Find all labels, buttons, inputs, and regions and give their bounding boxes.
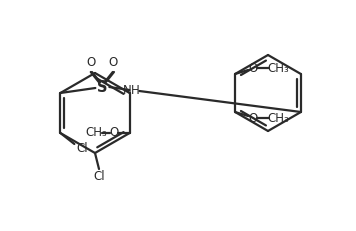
Text: O: O xyxy=(87,57,96,70)
Text: CH₃: CH₃ xyxy=(86,127,108,140)
Text: N: N xyxy=(123,85,132,97)
Text: O: O xyxy=(248,112,258,125)
Text: S: S xyxy=(97,79,108,94)
Text: O: O xyxy=(109,127,118,140)
Text: Cl: Cl xyxy=(77,143,88,155)
Text: O: O xyxy=(248,61,258,75)
Text: O: O xyxy=(109,57,118,70)
Text: CH₃: CH₃ xyxy=(267,112,289,125)
Text: H: H xyxy=(131,85,140,97)
Text: Cl: Cl xyxy=(93,170,105,182)
Text: CH₃: CH₃ xyxy=(267,61,289,75)
